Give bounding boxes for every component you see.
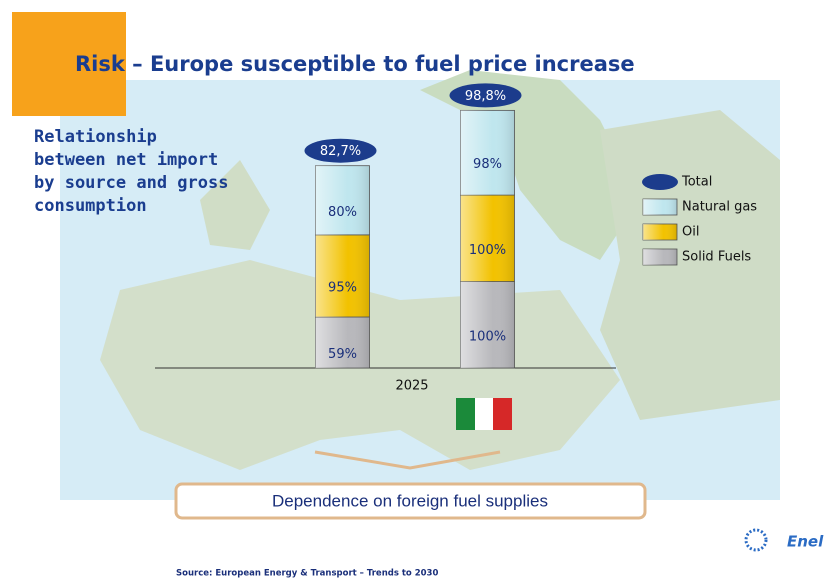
logo: Enel [787,533,824,551]
flag-white [475,398,493,430]
logo-sun [744,528,768,552]
bar-shine [315,234,370,317]
bar-shine [315,165,370,235]
italy-flag [456,398,512,430]
x-axis-label: 2025 [395,379,428,394]
annotation: Dependence on foreign fuel supplies [272,491,548,510]
legend-label: Natural gas [682,200,757,215]
bar-shine [460,110,515,196]
subtitle: Relationship between net import by sourc… [34,127,229,216]
segment-label: 100% [469,243,506,258]
legend-label: Oil [682,225,699,240]
land [200,160,270,250]
total-label: 82,7% [320,144,361,159]
total-label: 98,8% [465,89,506,104]
flag-green [456,398,475,430]
legend-shine [643,224,677,240]
accent-square [12,12,126,116]
land [600,110,780,420]
bar-shine [460,195,515,282]
segment-label: 100% [469,329,506,344]
source: Source: European Energy & Transport – Tr… [176,569,438,579]
total-marker [449,83,522,108]
logo-box [740,520,818,578]
bar-shine [315,316,370,368]
annotation-box [174,482,647,520]
segment-label: 98% [473,157,502,172]
bar-shine [460,281,515,368]
legend-label: Solid Fuels [682,250,751,265]
chevron [314,450,501,470]
segment-label: 59% [328,347,357,362]
legend-shine [643,199,677,215]
chart-title: Risk – Europe susceptible to fuel price … [75,52,635,76]
legend-shine [643,249,677,265]
legend-swatch [642,174,678,190]
total-marker [304,138,377,163]
segment-label: 80% [328,205,357,220]
legend-label: Total [681,175,712,190]
flag-red [493,398,512,430]
segment-label: 95% [328,280,357,295]
